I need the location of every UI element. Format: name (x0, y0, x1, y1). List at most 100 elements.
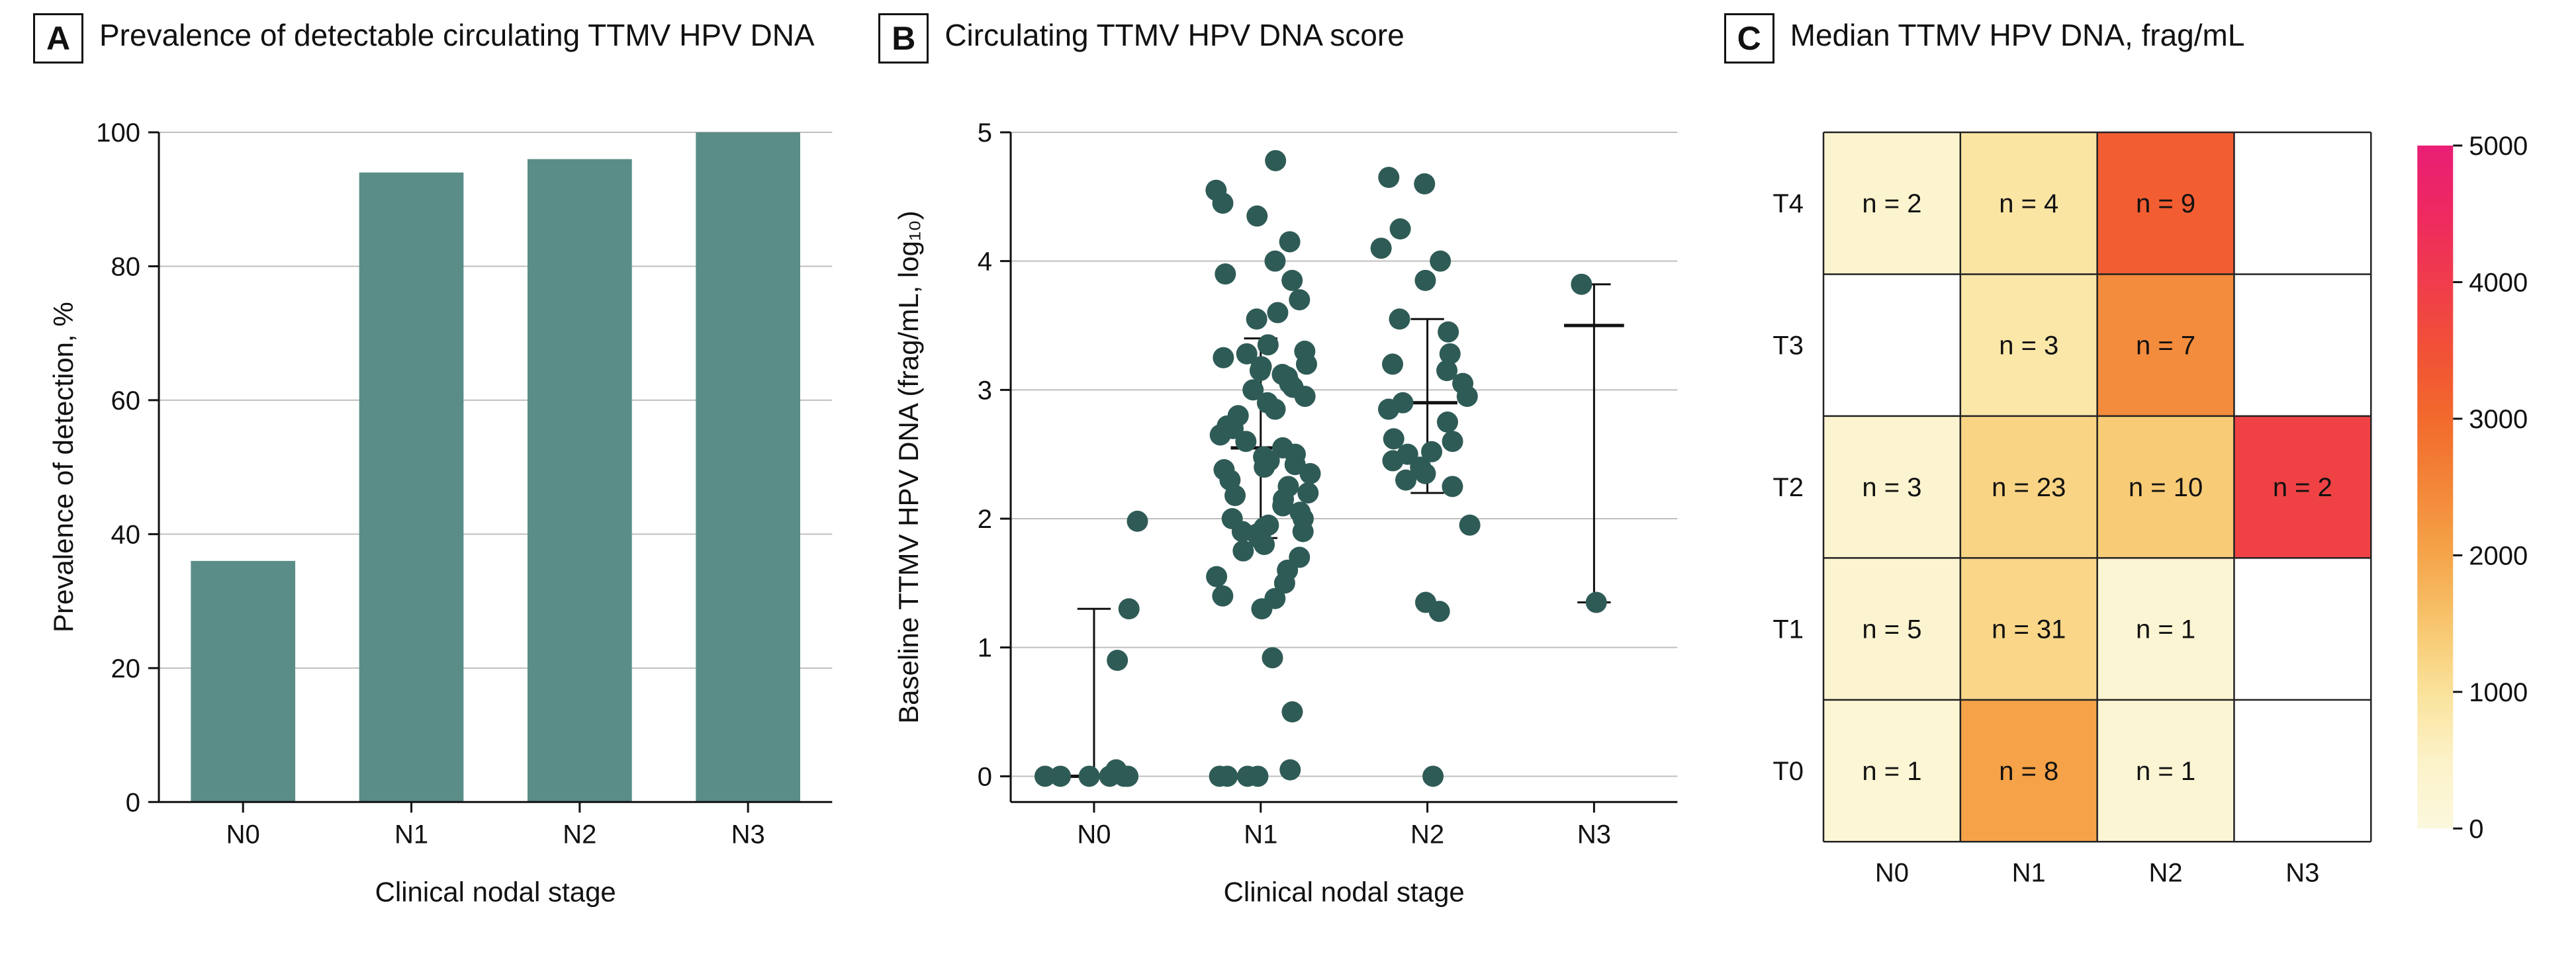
point-N0 (1107, 650, 1128, 671)
cell-T0-N3 (2234, 700, 2371, 842)
point-N1 (1222, 508, 1243, 529)
cell-label-T1-N1: n = 31 (1992, 615, 2066, 644)
cell-label-T0-N1: n = 8 (1999, 757, 2058, 786)
bar-N0 (191, 561, 295, 802)
point-N1 (1206, 566, 1227, 587)
svg-text:40: 40 (111, 520, 141, 549)
svg-text:80: 80 (111, 252, 141, 281)
point-N1 (1236, 343, 1258, 364)
point-N1 (1282, 701, 1303, 722)
point-N2 (1440, 343, 1461, 364)
point-N1 (1253, 446, 1274, 467)
point-N1 (1272, 437, 1293, 458)
point-N2 (1438, 321, 1459, 342)
point-N2 (1383, 428, 1404, 449)
bar-N3 (696, 132, 800, 802)
svg-text:1: 1 (978, 633, 992, 662)
point-N1 (1228, 405, 1249, 426)
panel-b-ylabel: Baseline TTMV HPV DNA (frag/mL, log₁₀) (893, 210, 924, 723)
cell-label-T3-N2: n = 7 (2136, 331, 2195, 360)
point-N1 (1267, 302, 1289, 323)
panel-a-letter: A (33, 13, 83, 64)
cell-label-T2-N0: n = 3 (1862, 473, 1921, 502)
point-N2 (1442, 476, 1463, 497)
svg-text:2: 2 (978, 505, 992, 534)
panel-b-title: Circulating TTMV HPV DNA score (944, 13, 1404, 54)
point-N1 (1213, 585, 1234, 606)
svg-text:N3: N3 (2285, 858, 2319, 887)
cell-label-T1-N0: n = 5 (1862, 615, 1921, 644)
svg-text:T1: T1 (1772, 615, 1804, 644)
cell-label-T4-N2: n = 9 (2136, 189, 2195, 218)
point-N1 (1278, 476, 1299, 497)
svg-text:N3: N3 (731, 820, 765, 849)
point-N1 (1213, 347, 1234, 368)
point-N1 (1215, 263, 1236, 284)
point-N1 (1214, 459, 1235, 480)
svg-text:0: 0 (126, 788, 140, 817)
panel-b-letter: B (878, 13, 929, 64)
point-N2 (1390, 218, 1411, 239)
cell-label-T3-N1: n = 3 (1999, 331, 2058, 360)
panel-b-xlabel: Clinical nodal stage (1224, 876, 1465, 907)
svg-text:N1: N1 (1244, 820, 1278, 849)
point-N1 (1289, 546, 1311, 568)
point-N1 (1209, 765, 1230, 787)
point-N1 (1248, 765, 1269, 787)
cell-T3-N3 (2234, 274, 2371, 415)
svg-text:60: 60 (111, 386, 141, 415)
cell-label-T0-N0: n = 1 (1862, 757, 1921, 786)
cell-label-T2-N3: n = 2 (2272, 473, 2332, 502)
panel-b-header: B Circulating TTMV HPV DNA score (878, 13, 1697, 119)
point-N0 (1127, 511, 1148, 532)
panel-c-plot: n = 2 n = 4 n = 9 n = 3 n = 7 n = 3 n = 23 n = … (1724, 119, 2543, 941)
panel-b: B Circulating TTMV HPV DNA score 012345N… (865, 13, 1710, 941)
panel-c-header: C Median TTMV HPV DNA, frag/mL (1724, 13, 2543, 119)
cell-T4-N3 (2234, 132, 2371, 274)
panel-a-header: A Prevalence of detectable circulating T… (33, 13, 852, 119)
point-N1 (1265, 250, 1286, 271)
colorbar (2417, 146, 2453, 828)
panel-c: C Median TTMV HPV DNA, frag/mL n = 2n = … (1711, 13, 2556, 941)
svg-text:T0: T0 (1772, 757, 1804, 786)
point-N2 (1379, 167, 1400, 188)
svg-text:5000: 5000 (2469, 132, 2528, 161)
svg-text:T4: T4 (1772, 189, 1804, 218)
point-N1 (1265, 150, 1287, 171)
cell-T1-N3 (2234, 558, 2371, 699)
svg-text:1000: 1000 (2469, 678, 2528, 707)
point-N2 (1393, 392, 1414, 413)
svg-text:N3: N3 (1577, 820, 1611, 849)
panel-c-letter: C (1724, 13, 1774, 64)
point-N2 (1414, 173, 1436, 195)
svg-text:N2: N2 (2148, 858, 2182, 887)
point-N2 (1459, 514, 1481, 535)
bar-N1 (359, 172, 464, 802)
point-N2 (1437, 412, 1458, 433)
point-N3 (1586, 591, 1607, 613)
cell-label-T2-N1: n = 23 (1992, 473, 2066, 502)
svg-text:N2: N2 (1410, 820, 1444, 849)
panel-a-title: Prevalence of detectable circulating TTM… (99, 13, 815, 54)
svg-text:T2: T2 (1772, 473, 1804, 502)
svg-text:4: 4 (978, 247, 992, 276)
point-N2 (1415, 591, 1436, 613)
point-N1 (1246, 308, 1267, 329)
svg-text:3: 3 (978, 376, 992, 405)
point-N1 (1247, 205, 1268, 226)
svg-text:0: 0 (2469, 814, 2483, 844)
point-N3 (1571, 273, 1592, 294)
cell-label-T0-N2: n = 1 (2136, 757, 2195, 786)
point-N0 (1035, 765, 1056, 787)
point-N0 (1106, 759, 1127, 780)
panel-c-title: Median TTMV HPV DNA, frag/mL (1790, 13, 2245, 54)
point-N1 (1258, 514, 1279, 535)
cell-T3-N0 (1823, 274, 1960, 415)
point-N2 (1421, 441, 1442, 462)
point-N2 (1422, 765, 1444, 787)
svg-text:5: 5 (978, 119, 992, 148)
point-N1 (1279, 231, 1301, 252)
cell-label-T4-N1: n = 4 (1999, 189, 2058, 218)
point-N1 (1295, 341, 1316, 362)
cell-label-T1-N2: n = 1 (2136, 615, 2195, 644)
